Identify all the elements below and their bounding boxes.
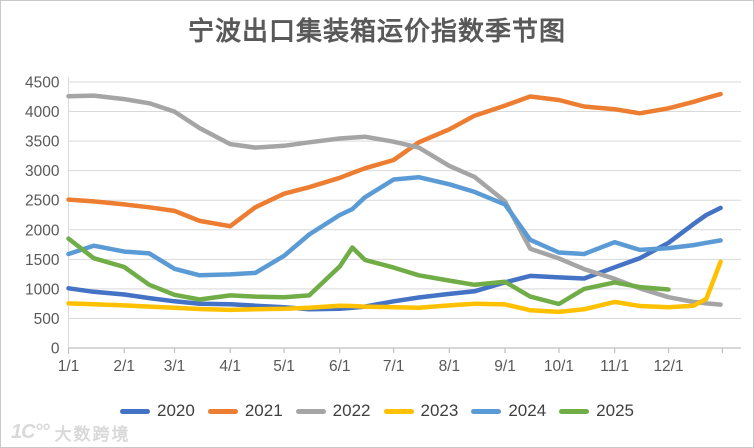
legend-item-2021: 2021 — [207, 401, 283, 421]
y-tick-label: 4000 — [25, 104, 60, 121]
x-tick-label: 2/1 — [113, 358, 135, 375]
legend-swatch-2024 — [471, 408, 502, 414]
legend-item-2025: 2025 — [559, 401, 634, 421]
x-tick-label: 6/1 — [329, 358, 351, 375]
legend-swatch-2022 — [295, 408, 326, 414]
legend-swatch-2020 — [120, 408, 151, 414]
watermark: 1C°° 大数跨境 — [11, 420, 131, 445]
legend-item-2023: 2023 — [383, 401, 459, 421]
series-line-2021 — [66, 91, 723, 229]
watermark-logo-icon: 1C°° — [11, 421, 50, 443]
legend-item-2022: 2022 — [295, 401, 371, 421]
x-tick-label: 10/1 — [544, 358, 574, 375]
y-tick-label: 1000 — [25, 281, 60, 298]
legend-label-2025: 2025 — [596, 401, 634, 420]
y-tick-label: 3500 — [25, 134, 60, 151]
series-line-2025 — [66, 236, 671, 307]
series-line-2024 — [66, 174, 723, 278]
y-tick-label: 1500 — [25, 252, 60, 269]
x-tick-label: 9/1 — [494, 358, 516, 375]
x-tick-label: 1/1 — [58, 358, 80, 375]
y-tick-label: 0 — [51, 341, 60, 358]
x-tick-label: 11/1 — [600, 358, 629, 375]
y-tick-label: 2000 — [25, 222, 60, 239]
x-tick-label: 5/1 — [273, 358, 295, 375]
y-tick-label: 2500 — [25, 193, 60, 210]
x-tick-label: 12/1 — [653, 358, 683, 375]
legend-label-2021: 2021 — [244, 401, 283, 420]
y-tick-label: 3000 — [25, 163, 60, 180]
legend-label-2024: 2024 — [508, 401, 547, 420]
legend-swatch-2021 — [207, 408, 238, 414]
legend-label-2023: 2023 — [420, 401, 459, 420]
legend-label-2020: 2020 — [157, 401, 195, 420]
chart-title: 宁波出口集装箱运价指数季节图 — [187, 16, 566, 46]
series-line-2020 — [66, 205, 723, 312]
legend-item-2024: 2024 — [471, 401, 546, 421]
x-tick-label: 4/1 — [219, 358, 241, 375]
y-tick-label: 500 — [34, 311, 60, 328]
legend-label-2022: 2022 — [332, 401, 371, 420]
legend-swatch-2025 — [559, 408, 590, 414]
legend-swatch-2023 — [383, 408, 414, 414]
x-tick-label: 8/1 — [439, 358, 461, 375]
y-tick-label: 4500 — [25, 75, 60, 92]
x-tick-label: 7/1 — [383, 358, 405, 375]
watermark-text: 大数跨境 — [54, 425, 131, 444]
legend: 2020 2021 2022 2023 2024 2025 — [1, 401, 753, 421]
series-line-2023 — [66, 259, 723, 315]
x-tick-label: 3/1 — [164, 358, 186, 375]
legend-item-2020: 2020 — [120, 401, 195, 421]
